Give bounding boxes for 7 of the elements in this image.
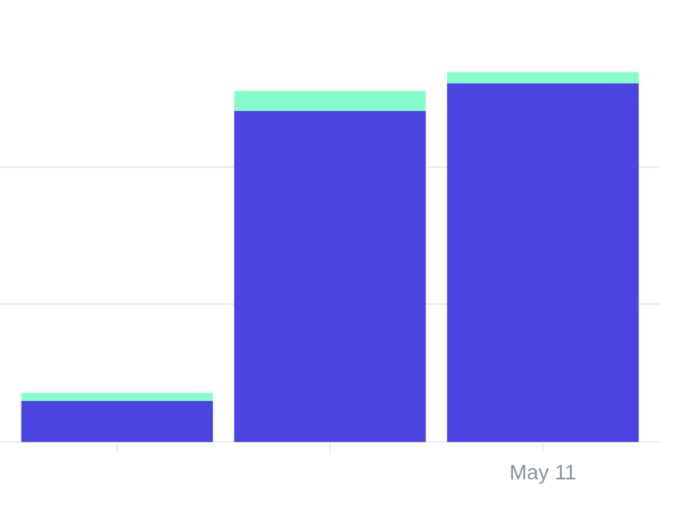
bar	[21, 400, 213, 442]
bar	[447, 72, 639, 84]
x-tick-label: May 11	[511, 464, 576, 484]
bar	[234, 110, 426, 442]
bar	[447, 83, 639, 442]
bar	[21, 392, 213, 401]
bar	[234, 90, 426, 111]
